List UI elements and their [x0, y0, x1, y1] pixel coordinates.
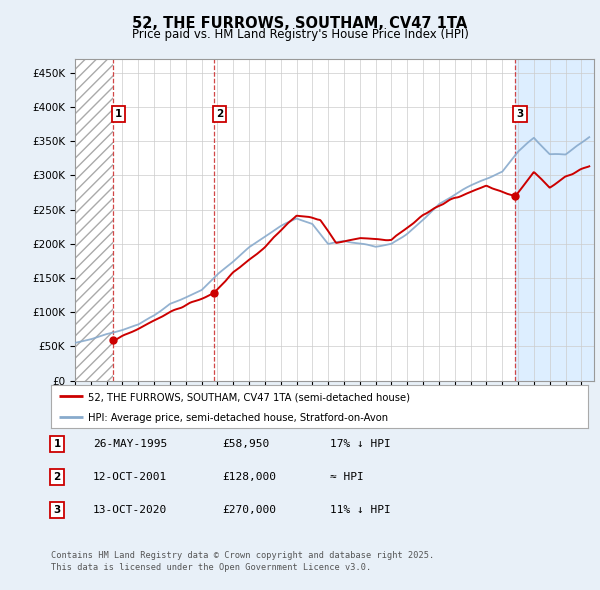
Text: 12-OCT-2001: 12-OCT-2001	[93, 472, 167, 481]
Text: £58,950: £58,950	[222, 439, 269, 448]
Bar	[515, 59, 594, 381]
Text: 11% ↓ HPI: 11% ↓ HPI	[330, 505, 391, 514]
Text: 17% ↓ HPI: 17% ↓ HPI	[330, 439, 391, 448]
Text: 3: 3	[517, 109, 524, 119]
Text: £270,000: £270,000	[222, 505, 276, 514]
Text: 1: 1	[115, 109, 122, 119]
Text: 3: 3	[53, 505, 61, 514]
Text: 1: 1	[53, 439, 61, 448]
Text: HPI: Average price, semi-detached house, Stratford-on-Avon: HPI: Average price, semi-detached house,…	[88, 414, 388, 424]
Text: 2: 2	[215, 109, 223, 119]
Text: ≈ HPI: ≈ HPI	[330, 472, 364, 481]
Text: 26-MAY-1995: 26-MAY-1995	[93, 439, 167, 448]
Text: Contains HM Land Registry data © Crown copyright and database right 2025.
This d: Contains HM Land Registry data © Crown c…	[51, 551, 434, 572]
Text: 2: 2	[53, 472, 61, 481]
Text: 52, THE FURROWS, SOUTHAM, CV47 1TA: 52, THE FURROWS, SOUTHAM, CV47 1TA	[133, 16, 467, 31]
Bar	[75, 59, 113, 381]
Text: 52, THE FURROWS, SOUTHAM, CV47 1TA (semi-detached house): 52, THE FURROWS, SOUTHAM, CV47 1TA (semi…	[88, 392, 410, 402]
Text: Price paid vs. HM Land Registry's House Price Index (HPI): Price paid vs. HM Land Registry's House …	[131, 28, 469, 41]
Text: 13-OCT-2020: 13-OCT-2020	[93, 505, 167, 514]
Text: £128,000: £128,000	[222, 472, 276, 481]
